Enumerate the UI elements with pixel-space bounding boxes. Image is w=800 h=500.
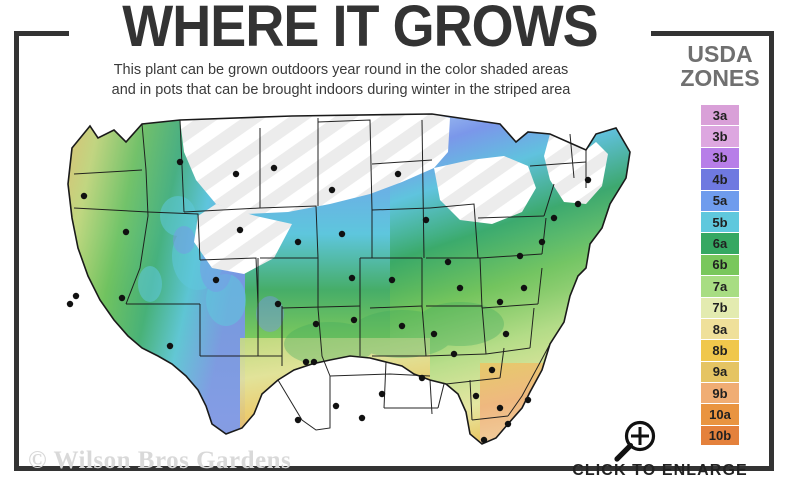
- legend-zone-label: 3a: [712, 107, 728, 123]
- legend-zone-9b-13[interactable]: 9b: [700, 382, 740, 404]
- page-title: WHERE IT GROWS: [122, 0, 598, 59]
- magnifier-plus-icon[interactable]: [612, 418, 658, 464]
- legend-zone-label: 5b: [712, 214, 728, 230]
- legend-zone-3b-1[interactable]: 3b: [700, 125, 740, 147]
- hardiness-zone-map[interactable]: [30, 108, 650, 458]
- legend-zone-label: 10b: [708, 428, 732, 444]
- frame-top-left-stub: [14, 31, 69, 36]
- subtitle: This plant can be grown outdoors year ro…: [36, 60, 646, 100]
- legend-zone-8a-10[interactable]: 8a: [700, 317, 740, 340]
- map-zone-fills: [68, 114, 630, 444]
- frame-bottom-edge: [14, 466, 774, 471]
- frame-left-edge: [14, 31, 19, 471]
- frame-top-right-stub: [651, 31, 774, 36]
- watermark: © Wilson Bros Gardens: [28, 447, 292, 474]
- legend-zone-3b-2[interactable]: 3b: [700, 146, 740, 169]
- legend-zone-3a-0[interactable]: 3a: [700, 104, 740, 126]
- legend-zone-9a-12[interactable]: 9a: [700, 360, 740, 383]
- legend-zone-4b-3[interactable]: 4b: [700, 168, 740, 190]
- legend-title-line-2: ZONES: [680, 65, 760, 91]
- frame-right-edge: [769, 31, 774, 471]
- legend-zone-label: 8a: [712, 321, 728, 337]
- legend-zone-5a-4[interactable]: 5a: [700, 189, 740, 211]
- legend-zone-label: 9b: [712, 385, 728, 401]
- legend-title: USDA ZONES: [672, 42, 768, 90]
- legend-zone-label: 8b: [712, 342, 728, 358]
- striped-region: [180, 114, 608, 274]
- legend-zone-label: 10a: [709, 407, 731, 423]
- legend-zone-label: 4b: [712, 171, 728, 187]
- legend-zone-10a-14[interactable]: 10a: [700, 403, 740, 425]
- subtitle-line-2: and in pots that can be brought indoors …: [111, 82, 571, 98]
- legend-zone-5b-5[interactable]: 5b: [700, 210, 740, 233]
- legend-zone-label: 5a: [712, 193, 728, 209]
- legend-zone-label: 7a: [712, 278, 728, 294]
- usda-zone-legend[interactable]: 3a 3b 3b 4b 5a 5b 6a 6b 7a 7b 8a 8b 9a 9b 10a 10b: [700, 104, 740, 447]
- legend-zone-label: 6a: [712, 236, 728, 252]
- magnifier-glyph: [614, 420, 656, 462]
- state-borders: [73, 118, 587, 431]
- legend-zone-6b-7[interactable]: 6b: [700, 253, 740, 276]
- legend-zone-label: 9a: [712, 364, 728, 380]
- map-svg: [66, 113, 631, 445]
- legend-title-line-1: USDA: [687, 41, 753, 67]
- us-outline: [67, 113, 631, 445]
- city-markers: [66, 158, 592, 444]
- legend-zone-7b-9[interactable]: 7b: [700, 296, 740, 318]
- legend-zone-10b-15[interactable]: 10b: [700, 424, 740, 447]
- subtitle-line-1: This plant can be grown outdoors year ro…: [113, 62, 569, 78]
- legend-zone-8b-11[interactable]: 8b: [700, 339, 740, 361]
- legend-zone-label: 7b: [712, 300, 728, 316]
- legend-zone-label: 3b: [712, 150, 728, 166]
- legend-zone-6a-6[interactable]: 6a: [700, 232, 740, 254]
- legend-zone-7a-8[interactable]: 7a: [700, 275, 740, 297]
- legend-zone-label: 3b: [712, 129, 728, 145]
- click-to-enlarge-label[interactable]: CLICK TO ENLARGE: [572, 462, 748, 479]
- legend-zone-label: 6b: [712, 257, 728, 273]
